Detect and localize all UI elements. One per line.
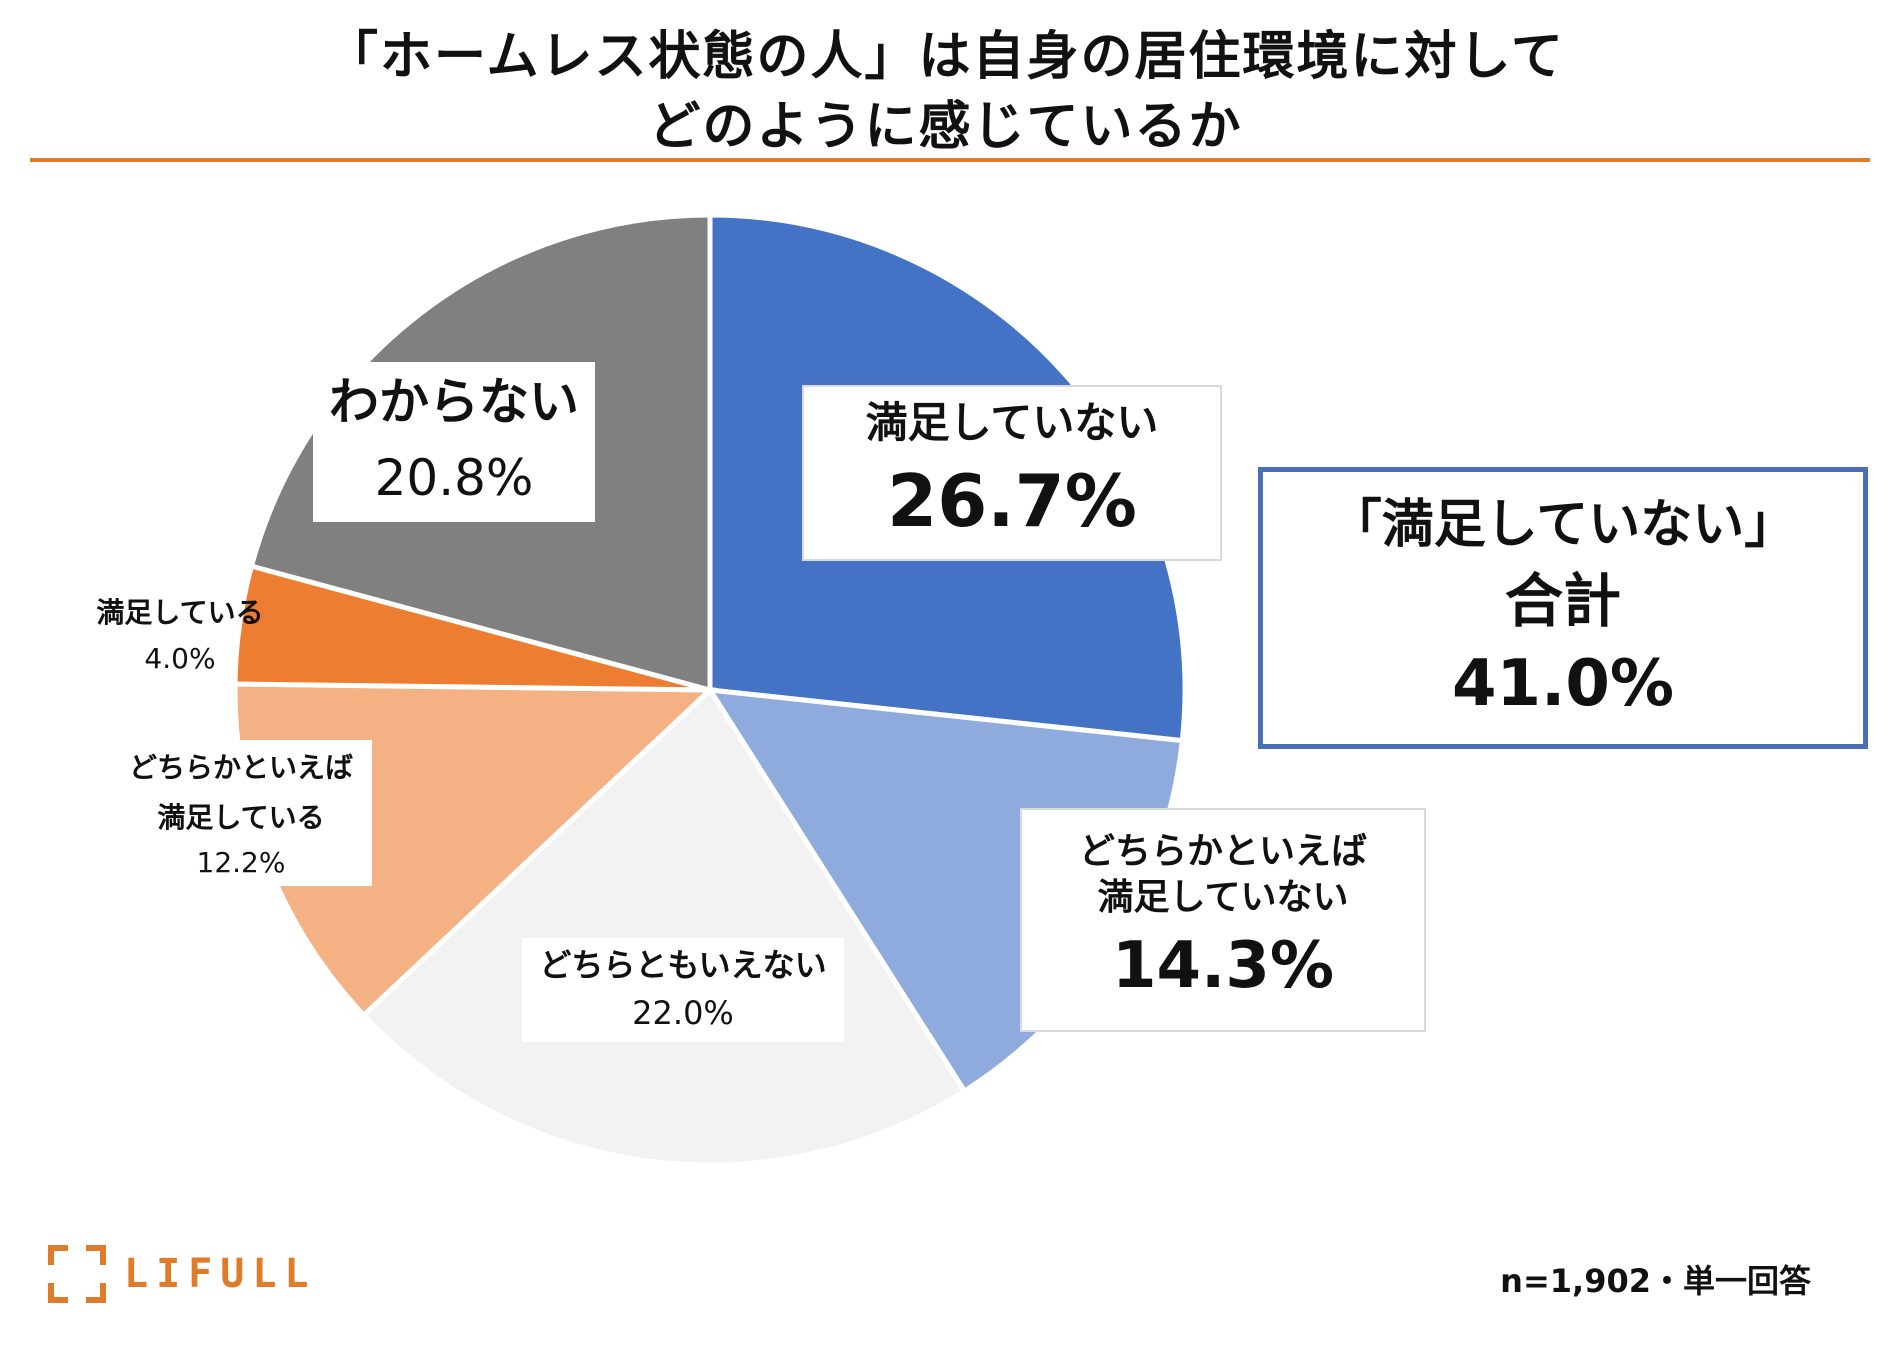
chart-title-line2: どのように感じているか — [648, 97, 1243, 157]
label-dochiraka-manzoku-shiteinai: どちらかといえば 満足していない 14.3% — [1020, 808, 1426, 1032]
summary-box: 「満足していない」 合計 41.0% — [1258, 467, 1868, 749]
label-dochira-tomo-ienai-pct: 22.0% — [632, 994, 734, 1032]
label-wakaranai: わからない 20.8% — [313, 362, 595, 522]
label-wakaranai-pct: 20.8% — [374, 449, 534, 507]
label-dochiraka-manzoku-shiteiru: どちらかといえば 満足している 12.2% — [110, 740, 372, 886]
chart-title: 「ホームレス状態の人」は自身の居住環境に対して どのように感じているか — [0, 22, 1891, 162]
lifull-logo-icon — [48, 1245, 106, 1303]
label-dochiraka-manzoku-shiteinai-line1: どちらかといえば — [1078, 831, 1367, 872]
label-manzoku-shiteiru: 満足している 4.0% — [80, 586, 280, 686]
label-dochiraka-manzoku-shiteinai-line2: 満足していない — [1097, 877, 1349, 918]
label-dochiraka-manzoku-shiteiru-line2: 満足している — [157, 801, 325, 834]
label-dochira-tomo-ienai: どちらともいえない 22.0% — [522, 938, 844, 1042]
label-dochiraka-manzoku-shiteiru-line1: どちらかといえば — [128, 751, 353, 784]
summary-line2: 合計 — [1504, 567, 1621, 635]
sample-size-note: n=1,902・単一回答 — [1500, 1262, 1811, 1300]
label-manzoku-shiteiru-name: 満足している — [96, 596, 264, 629]
label-wakaranai-name: わからない — [329, 373, 579, 431]
label-dochiraka-manzoku-shiteiru-pct: 12.2% — [196, 846, 286, 879]
label-manzoku-shiteinai-pct: 26.7% — [887, 459, 1137, 543]
lifull-logo: LIFULL — [48, 1244, 317, 1304]
summary-total-pct: 41.0% — [1451, 647, 1675, 721]
lifull-logo-text: LIFULL — [124, 1251, 317, 1297]
pie-slice-dochira-tomo-ienai — [360, 686, 968, 1168]
summary-line1: 「満足していない」 — [1329, 495, 1797, 555]
title-divider — [30, 158, 1870, 162]
label-dochiraka-manzoku-shiteinai-pct: 14.3% — [1111, 929, 1335, 1003]
label-manzoku-shiteiru-pct: 4.0% — [144, 642, 216, 675]
chart-title-line1: 「ホームレス状態の人」は自身の居住環境に対して — [326, 27, 1565, 87]
label-manzoku-shiteinai: 満足していない 26.7% — [802, 385, 1222, 561]
label-dochira-tomo-ienai-name: どちらともいえない — [539, 946, 827, 984]
label-manzoku-shiteinai-name: 満足していない — [865, 398, 1159, 447]
